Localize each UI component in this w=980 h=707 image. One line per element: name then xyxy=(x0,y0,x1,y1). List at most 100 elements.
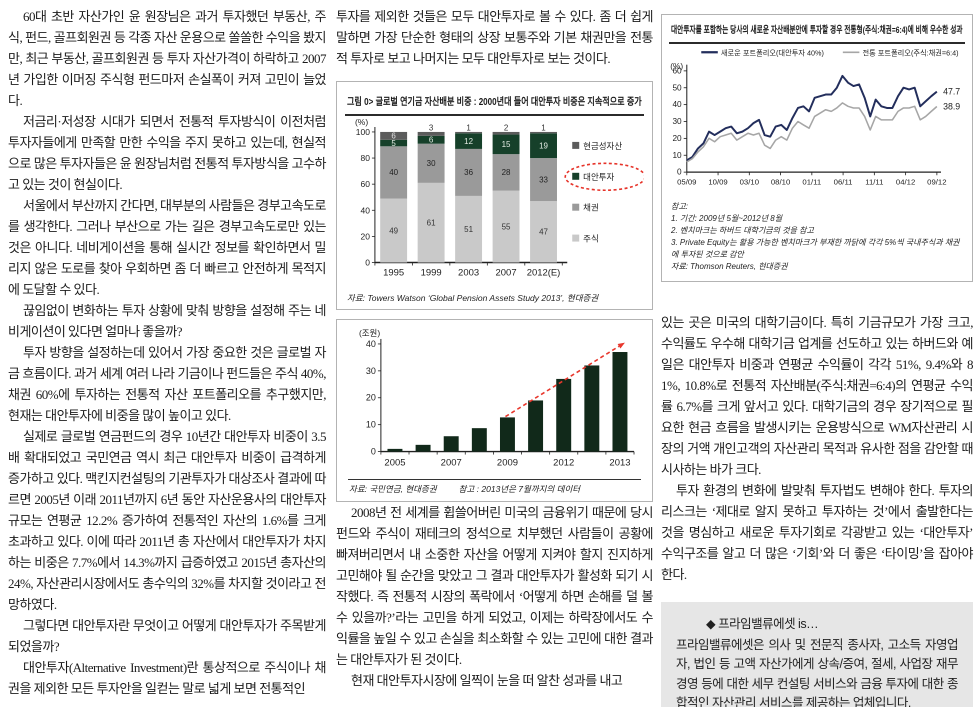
legend-label: 새로운 포트폴리오(대안투자 40%) xyxy=(721,48,824,57)
chart-source: 자료: 국민연금, 현대증권 xyxy=(349,483,437,494)
svg-text:30: 30 xyxy=(427,159,436,168)
bar xyxy=(612,352,628,452)
svg-text:2003: 2003 xyxy=(458,267,479,278)
legend-label: 주식 xyxy=(583,234,599,244)
bar xyxy=(556,379,572,452)
legend-label: 현금성자산 xyxy=(583,141,622,151)
svg-text:20: 20 xyxy=(366,393,376,403)
svg-text:3: 3 xyxy=(429,123,434,132)
svg-text:2012: 2012 xyxy=(553,458,574,469)
chart-note-line: 2. 벤치마크는 하버드 대학기금의 것을 참고 xyxy=(671,226,814,235)
bar-segment xyxy=(380,198,408,263)
paragraph: 투자 방향을 설정하는데 있어서 가장 중요한 것은 글로벌 자금 흐름이다. … xyxy=(8,345,327,423)
svg-text:0: 0 xyxy=(677,168,682,177)
svg-text:28: 28 xyxy=(502,168,511,177)
pension-allocation-plot: (%) 0 20 40 60 80 100 49 40 5 6 1995 61 30 6 3 1999 51 36 1… xyxy=(345,116,644,289)
svg-text:10: 10 xyxy=(366,420,376,430)
paragraph: 실제로 글로벌 연금펀드의 경우 10년간 대안투자 비중이 3.5배 확대되었… xyxy=(8,429,327,612)
trend-arrowhead xyxy=(617,342,625,349)
chart-note: 참고 : 2013년은 7월까지의 데이터 xyxy=(458,483,581,494)
chart-title: 대안투자를 포함하는 당사의 새로운 자산배분안에 투자할 경우 전통형(주식:… xyxy=(671,25,963,36)
chart-note-line: 참고: xyxy=(671,202,688,211)
svg-text:10: 10 xyxy=(672,151,682,160)
line-chart-svg: 새로운 포트폴리오(대안투자 40%) 전통 포트폴리오(주식:채권=6:4) (%… xyxy=(670,48,960,187)
svg-text:(%): (%) xyxy=(670,62,683,71)
bar xyxy=(443,436,459,452)
paragraph: 저금리·저성장 시대가 되면서 전통적 투자방식이 이전처럼 투자자들에게 만족… xyxy=(8,114,327,192)
paragraph: 2008년 전 세계를 휩쓸어버린 미국의 금융위기 때문에 당시 펀드와 주식… xyxy=(336,504,654,667)
highlight-ellipse xyxy=(564,162,644,192)
svg-text:04/12: 04/12 xyxy=(896,178,915,187)
svg-text:47: 47 xyxy=(539,228,548,237)
svg-text:40: 40 xyxy=(361,205,371,215)
bar xyxy=(528,400,544,452)
bar-segment xyxy=(455,133,483,149)
svg-text:61: 61 xyxy=(427,218,436,227)
svg-text:33: 33 xyxy=(539,175,548,184)
bar xyxy=(471,428,487,452)
legend-swatch xyxy=(572,172,580,180)
info-box-body: 프라임밸류에셋은 의사 및 전문직 종사자, 고소득 자영업자, 법인 등 고액… xyxy=(676,637,959,707)
chart-source: 자료: Towers Watson ‘Global Pension Assets… xyxy=(347,293,599,304)
svg-text:49: 49 xyxy=(389,226,398,235)
portfolio-performance-chart: 대안투자를 포함하는 당사의 새로운 자산배분안에 투자할 경우 전통형(주식:… xyxy=(661,14,973,282)
svg-text:2013: 2013 xyxy=(609,458,630,469)
bar-segment xyxy=(455,195,483,263)
bar xyxy=(387,449,403,452)
bar-segment xyxy=(455,131,483,134)
svg-text:50: 50 xyxy=(672,83,682,92)
svg-text:2007: 2007 xyxy=(441,458,462,469)
paragraph: 있는 곳은 미국의 대학기금이다. 특히 기금규모가 가장 크고, 수익률도 우… xyxy=(661,315,974,477)
svg-text:06/11: 06/11 xyxy=(834,178,853,187)
paragraph: 끊임없이 변화하는 투자 상황에 맞춰 방향을 설정해 주는 네비게이션이 있다… xyxy=(8,303,327,339)
chart-title: 그림 0> 글로벌 연기금 자산배분 비중 : 2000년대 들어 대안투자 비… xyxy=(347,97,642,108)
svg-text:11/11: 11/11 xyxy=(865,178,883,187)
svg-text:1: 1 xyxy=(541,123,546,132)
svg-text:40: 40 xyxy=(366,339,376,349)
svg-text:51: 51 xyxy=(464,225,473,234)
svg-text:15: 15 xyxy=(502,140,511,149)
chart-note-line: 1. 기간: 2009년 5월~2012년 8월 xyxy=(671,214,783,223)
legend-label: 전통 포트폴리오(주식:채권=6:4) xyxy=(862,48,958,57)
paragraph: 그렇다면 대안투자란 무엇이고 어떻게 대안투자가 주목받게 되었을까? xyxy=(8,618,327,654)
svg-text:2012(E): 2012(E) xyxy=(527,267,561,278)
svg-text:2: 2 xyxy=(504,123,509,132)
svg-text:08/10: 08/10 xyxy=(771,178,790,187)
bar-segment xyxy=(530,133,557,159)
bar-segment xyxy=(492,131,520,135)
stacked-bar-svg: (%)0204060801004940561995613063199951361… xyxy=(355,117,644,278)
paragraph: 투자 환경의 변화에 발맞춰 투자법도 변해야 한다. 투자의 리스크는 ‘제대… xyxy=(661,483,974,582)
svg-text:30: 30 xyxy=(672,117,682,126)
paragraph: 현재 대안투자시장에 일찍이 눈을 떠 알찬 성과를 내고 xyxy=(351,672,623,688)
bar-segment xyxy=(380,139,408,147)
svg-text:20: 20 xyxy=(361,231,371,241)
legend-swatch xyxy=(572,234,580,242)
paragraph: 대안투자(Alternative Investment)란 통상적으로 주식이나… xyxy=(8,660,327,696)
svg-text:10/09: 10/09 xyxy=(708,178,727,187)
pension-allocation-chart: 그림 0> 글로벌 연기금 자산배분 비중 : 2000년대 들어 대안투자 비… xyxy=(336,81,653,311)
legend-label: 대안투자 xyxy=(583,172,614,182)
bar-segment xyxy=(380,146,408,199)
paragraph: 60대 초반 자산가인 윤 원장님은 과거 투자했던 부동산, 주식, 펀드, … xyxy=(8,9,327,108)
chart-footer: 자료: 국민연금, 현대증권 참고 : 2013년은 7월까지의 데이터 xyxy=(348,478,641,498)
svg-text:5: 5 xyxy=(391,139,396,148)
chart-source: 자료: Thomson Reuters, 현대증권 xyxy=(671,262,788,271)
svg-text:60: 60 xyxy=(361,179,371,189)
bar-chart-svg: (조원) 0 10 20 30 40 2005 2007 2009 2012 2013 xyxy=(359,328,635,469)
svg-text:05/09: 05/09 xyxy=(677,178,696,187)
svg-text:1999: 1999 xyxy=(421,267,442,278)
bar-segment xyxy=(530,158,557,202)
svg-text:6: 6 xyxy=(429,136,434,145)
paragraph: 투자를 제외한 것들은 모두 대안투자로 볼 수 있다. 좀 더 쉽게 말하면 … xyxy=(336,9,654,66)
company-info-box: ◆ 프라임밸류에셋 is… 프라임밸류에셋은 의사 및 전문직 종사자, 고소득… xyxy=(661,602,973,707)
svg-text:03/10: 03/10 xyxy=(740,178,759,187)
bar-segment xyxy=(492,154,520,191)
bar-segment xyxy=(530,201,557,263)
svg-text:60: 60 xyxy=(672,66,682,75)
svg-text:2005: 2005 xyxy=(384,458,405,469)
bar-segment xyxy=(417,131,445,136)
chart-title-bar: 대안투자를 포함하는 당사의 새로운 자산배분안에 투자할 경우 전통형(주식:… xyxy=(669,15,965,44)
bar xyxy=(584,365,600,452)
series-line xyxy=(686,74,938,162)
series-line xyxy=(686,102,938,163)
